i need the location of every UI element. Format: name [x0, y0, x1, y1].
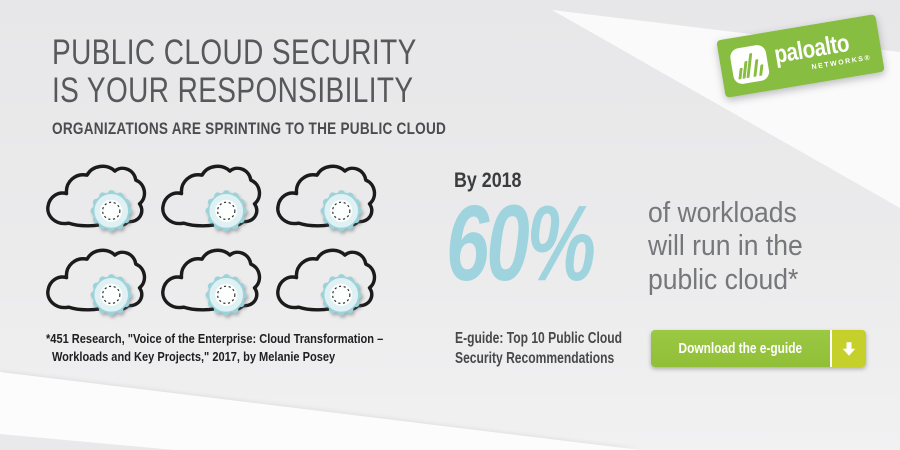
page-title: PUBLIC CLOUD SECURITY IS YOUR RESPONSIBI… [52, 34, 508, 110]
cloud-with-gear-icon [155, 160, 265, 242]
cloud-with-gear-icon [40, 244, 150, 326]
title-line-2: IS YOUR RESPONSIBILITY [52, 71, 414, 110]
download-arrow-icon [829, 330, 866, 367]
page-subtitle: ORGANIZATIONS ARE SPRINTING TO THE PUBLI… [52, 119, 447, 138]
source-footnote: *451 Research, "Voice of the Enterprise:… [46, 331, 384, 365]
eguide-label: E-guide: Top 10 Public Cloud Security Re… [455, 330, 623, 368]
cloud-with-gear-icon [40, 160, 150, 242]
bottom-white-wedge [0, 372, 640, 450]
stat-description: of workloads will run in the public clou… [648, 197, 803, 296]
download-button-label: Download the e-guide [651, 330, 830, 367]
title-line-1: PUBLIC CLOUD SECURITY [52, 33, 417, 72]
logo-text: paloalto NETWORKS® [772, 28, 872, 77]
cloud-illustration-grid [40, 160, 385, 328]
stat-value: 60% [446, 182, 596, 303]
cloud-with-gear-icon [270, 244, 380, 326]
bottom-corner-wedge [0, 434, 175, 450]
cloud-with-gear-icon [155, 244, 265, 326]
download-eguide-button[interactable]: Download the e-guide [651, 330, 866, 367]
stat-lead: By 2018 [454, 169, 522, 192]
paloalto-logo-mark-icon [728, 43, 771, 86]
cloud-with-gear-icon [270, 160, 380, 242]
